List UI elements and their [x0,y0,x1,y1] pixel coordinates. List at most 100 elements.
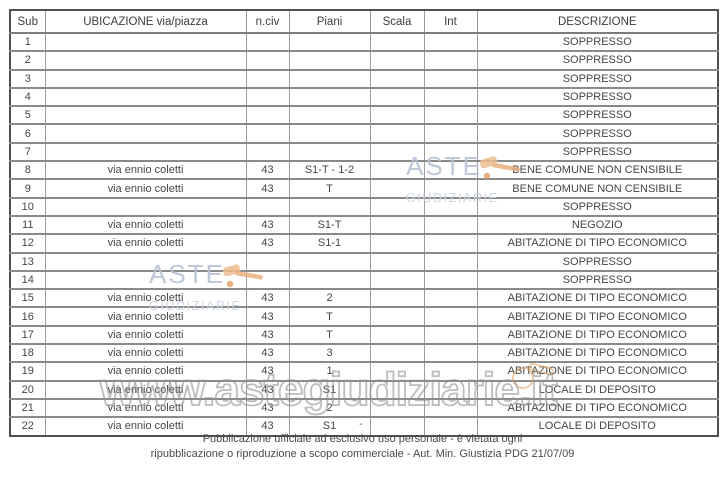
stray-dash-mark: - [359,419,363,431]
cell-int [423,251,478,271]
cell-sub: 17 [9,324,46,345]
table-row: 9 via ennio coletti 43 T BENE COMUNE NON CEN… [9,178,719,198]
cell-ubicazione: via ennio coletti [44,178,247,198]
cell-scala [369,233,425,253]
cell-descrizione: NEGOZIO [476,214,719,235]
cell-sub: 20 [9,379,46,399]
cell-piani: T [288,324,371,345]
table-row: 21 via ennio coletti 43 2 ABITAZIONE DI TIPO… [9,397,719,418]
table-row: 5 SOPPRESSO [9,105,719,125]
cell-ubicazione [44,141,247,162]
cell-ubicazione: via ennio coletti [44,306,247,326]
cell-piani [288,269,371,290]
cell-descrizione: ABITAZIONE DI TIPO ECONOMICO [476,397,719,418]
cell-piani [288,251,371,271]
cell-scala [369,86,425,107]
cell-sub: 8 [9,160,46,180]
cell-nciv [245,251,290,271]
cell-scala [369,288,425,308]
cell-descrizione: BENE COMUNE NON CENSIBILE [476,160,719,180]
cell-int [423,105,478,125]
cell-sub: 13 [9,251,46,271]
cell-nciv [245,123,290,143]
cell-ubicazione [44,86,247,107]
cell-descrizione: ABITAZIONE DI TIPO ECONOMICO [476,233,719,253]
cell-ubicazione: via ennio coletti [44,397,247,418]
cell-ubicazione [44,123,247,143]
cell-piani [288,68,371,88]
cell-sub: 10 [9,196,46,216]
cell-ubicazione [44,68,247,88]
cell-descrizione: ABITAZIONE DI TIPO ECONOMICO [476,361,719,381]
cell-sub: 7 [9,141,46,162]
cell-ubicazione [44,50,247,70]
cell-scala [369,196,425,216]
table-row: 19 via ennio coletti 43 1 ABITAZIONE DI TIPO… [9,361,719,381]
cell-descrizione: ABITAZIONE DI TIPO ECONOMICO [476,306,719,326]
cell-nciv [245,50,290,70]
cell-sub: 9 [9,178,46,198]
table-body: 1 SOPPRESSO 2 SOPPRESSO 3 SOPPRESSO 4 SOPPRESSO… [9,31,719,436]
cell-sub: 19 [9,361,46,381]
cell-ubicazione: via ennio coletti [44,214,247,235]
cell-sub: 1 [9,31,46,52]
cell-descrizione: SOPPRESSO [476,86,719,107]
cell-ubicazione: via ennio coletti [44,416,247,436]
cell-scala [369,324,425,345]
cell-nciv [245,196,290,216]
cell-scala [369,379,425,399]
table-row: 4 SOPPRESSO [9,86,719,107]
cadastral-subunits-table: Sub UBICAZIONE via/piazza n.civ Piani Sc… [9,9,719,437]
cell-scala [369,343,425,363]
cell-int [423,141,478,162]
cell-ubicazione: via ennio coletti [44,160,247,180]
table-row: 15 via ennio coletti 43 2 ABITAZIONE DI TIPO… [9,288,719,308]
cell-sub: 4 [9,86,46,107]
cell-piani [288,123,371,143]
cell-int [423,196,478,216]
table-row: 12 via ennio coletti 43 S1-1 ABITAZIONE DI T… [9,233,719,253]
cell-int [423,31,478,52]
cell-sub: 16 [9,306,46,326]
column-header-int: Int [423,10,478,34]
cell-scala [369,178,425,198]
cell-descrizione: ABITAZIONE DI TIPO ECONOMICO [476,324,719,345]
cell-int [423,178,478,198]
cell-int [423,68,478,88]
cell-ubicazione [44,251,247,271]
cell-scala [369,160,425,180]
cell-int [423,324,478,345]
cell-int [423,86,478,107]
cell-nciv [245,31,290,52]
table-header: Sub UBICAZIONE via/piazza n.civ Piani Sc… [9,10,719,34]
cell-descrizione: SOPPRESSO [476,123,719,143]
cell-ubicazione: via ennio coletti [44,379,247,399]
cell-piani: S1-T - 1-2 [288,160,371,180]
cell-sub: 3 [9,68,46,88]
footer-legal-line-1: Pubblicazione ufficiale ad esclusivo uso… [202,433,523,445]
table-row: 7 SOPPRESSO [9,141,719,162]
cell-int [423,233,478,253]
column-header-ubicazione: UBICAZIONE via/piazza [44,10,247,34]
cell-scala [369,31,425,52]
cell-descrizione: BENE COMUNE NON CENSIBILE [476,178,719,198]
cell-int [423,214,478,235]
cell-descrizione: SOPPRESSO [476,105,719,125]
cell-int [423,50,478,70]
cell-sub: 2 [9,50,46,70]
cell-scala [369,397,425,418]
table-row: 22 via ennio coletti 43 S1- LOCALE DI DEPOSI… [9,416,719,436]
cell-scala [369,50,425,70]
cell-nciv: 43 [245,160,290,180]
cell-piani: T [288,178,371,198]
cell-nciv: 43 [245,214,290,235]
cell-descrizione: SOPPRESSO [476,68,719,88]
cell-nciv: 43 [245,306,290,326]
column-header-sub: Sub [9,10,46,34]
cell-int [423,343,478,363]
cell-piani: 2 [288,397,371,418]
cell-scala [369,306,425,326]
cell-int [423,306,478,326]
cell-piani [288,196,371,216]
column-header-scala: Scala [369,10,425,34]
